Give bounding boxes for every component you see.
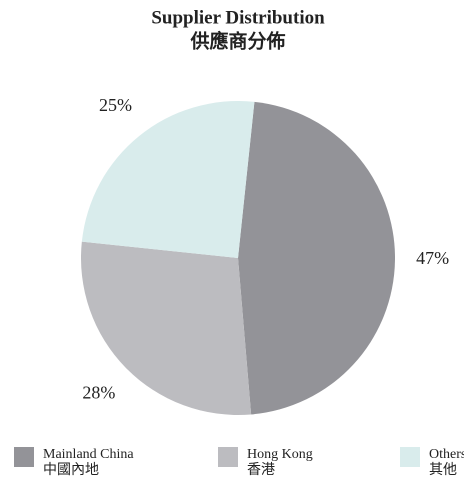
pie-slice — [238, 101, 395, 415]
legend-label-zh: 中國內地 — [43, 462, 99, 478]
data-label: 47% — [416, 248, 449, 268]
legend-swatch — [14, 447, 34, 467]
legend-label: Mainland China — [43, 447, 134, 462]
chart-title: Supplier Distribution — [151, 7, 325, 28]
legend-swatch — [218, 447, 238, 467]
pie-slice — [81, 101, 255, 259]
legend-label: Others — [429, 447, 464, 462]
legend-label-zh: 香港 — [247, 462, 275, 478]
data-label: 25% — [99, 95, 132, 115]
legend-label: Hong Kong — [247, 447, 313, 462]
data-label: 28% — [82, 382, 115, 402]
legend-label-zh: 其他 — [429, 462, 457, 478]
pie-slice — [81, 241, 252, 415]
chart-subtitle: 供應商分佈 — [189, 29, 285, 52]
legend-swatch — [400, 447, 420, 467]
